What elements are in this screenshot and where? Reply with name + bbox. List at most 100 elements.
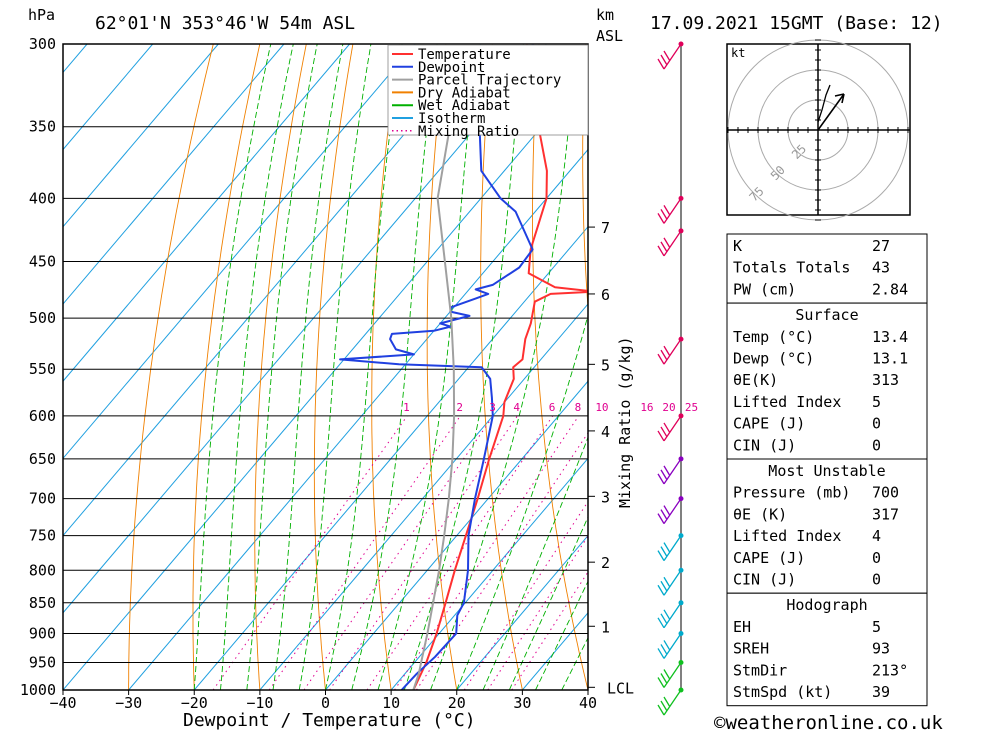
hodograph-table-heading: Hodograph (786, 596, 867, 614)
mixing-ratio-line (511, 571, 588, 690)
isotherm-line (63, 44, 482, 537)
isotherm-line (128, 148, 588, 690)
height-tick-label: 3 (601, 488, 610, 506)
mixing-ratio-label: 20 (662, 401, 675, 414)
height-tick-label: 2 (601, 554, 610, 572)
indices-table-row-label: PW (cm) (733, 280, 796, 298)
temperature-tick-label: −40 (49, 694, 76, 712)
parcel-trajectory-line (412, 61, 463, 690)
unstable-table-row-value: 0 (872, 549, 881, 567)
mixing-ratio-label: 6 (549, 401, 556, 414)
isotherm-line (63, 44, 350, 382)
indices-table-row-label: Totals Totals (733, 259, 850, 277)
isotherm-line (390, 457, 588, 690)
unstable-table-row-value: 317 (872, 505, 899, 523)
wet-adiabat-line (482, 436, 588, 690)
hodograph-table-row-value: 93 (872, 640, 890, 658)
height-axis: 7 6 5 4 3 2 1 LCL (588, 219, 634, 697)
pressure-tick-label: 800 (29, 561, 56, 579)
surface-table-row-value: 13.4 (872, 328, 908, 346)
wet-adiabat-line (351, 44, 438, 690)
height-tick-label: 7 (601, 219, 610, 237)
pressure-tick-label: 350 (29, 118, 56, 136)
hodograph-table-row-value: 213° (872, 661, 908, 679)
temperature-tick-label: 40 (579, 694, 597, 712)
isotherm-line (456, 534, 588, 690)
wind-barb (657, 338, 682, 365)
unstable-table-row-value: 4 (872, 527, 881, 545)
unstable-table-row-label: CAPE (J) (733, 549, 805, 567)
wind-barb (657, 633, 682, 659)
pressure-tick-label: 400 (29, 189, 56, 207)
wind-barb (657, 689, 682, 716)
legend-label: Wet Adiabat (418, 98, 511, 114)
mixing-ratio-axis-title: Mixing Ratio (g/kg) (616, 336, 634, 508)
wet-adiabat-line (246, 44, 318, 690)
surface-table-row-value: 313 (872, 371, 899, 389)
dry-adiabat-line (480, 44, 523, 690)
temperature-tick-label: 30 (513, 694, 531, 712)
plot-frame (62, 43, 589, 691)
wind-barb (657, 535, 682, 562)
legend-label: Parcel Trajectory (418, 73, 561, 89)
surface-table-row-label: Lifted Index (733, 393, 841, 411)
pressure-tick-label: 650 (29, 450, 56, 468)
isotherm-line (63, 44, 219, 228)
legend-label: Isotherm (418, 111, 485, 127)
wind-barb (657, 197, 682, 224)
indices-table-row-value: 2.84 (872, 280, 908, 298)
dry-adiabat-line (582, 44, 588, 314)
wind-barb (657, 458, 682, 485)
unstable-table-heading: Most Unstable (768, 462, 885, 480)
unstable-table-row-label: θE (K) (733, 505, 787, 523)
mixing-ratio-line (394, 415, 580, 690)
hodograph-unit: kt (731, 46, 745, 60)
surface-table-box (726, 302, 928, 460)
pressure-tick-label: 600 (29, 407, 56, 425)
surface-table-row-label: CIN (J) (733, 436, 796, 454)
hodograph-table-row-value: 5 (872, 618, 881, 636)
surface-table-row-value: 0 (872, 415, 881, 433)
wet-adiabat-line (220, 44, 294, 690)
mixing-ratio-label: 4 (513, 401, 520, 414)
mixing-ratio-label: 16 (640, 401, 653, 414)
pressure-tick-label: 900 (29, 624, 56, 642)
wet-adiabat-line (193, 44, 272, 690)
wet-adiabat-line (456, 313, 588, 690)
isotherm-line (259, 303, 588, 690)
surface-table-row-label: CAPE (J) (733, 415, 805, 433)
surface-table-row-label: θE(K) (733, 371, 778, 389)
wind-barb (657, 602, 682, 629)
dry-adiabat-line (254, 44, 307, 690)
wet-adiabat-line (508, 516, 588, 690)
dry-adiabat-line (958, 44, 1000, 690)
unstable-table-box (726, 458, 928, 594)
hodograph-trace (817, 84, 831, 123)
surface-table-row-label: Dewp (°C) (733, 350, 814, 368)
wet-adiabat-line (403, 44, 524, 690)
wind-barb (657, 498, 682, 524)
temperature-tick-label: −10 (246, 694, 273, 712)
wet-adiabat-line (535, 580, 588, 690)
mixing-ratio-label: 2 (456, 401, 463, 414)
hodograph-table-row-label: SREH (733, 640, 769, 658)
pressure-unit-label: hPa (28, 6, 55, 24)
height-tick-label: LCL (607, 679, 634, 697)
pressure-tick-label: 500 (29, 309, 56, 327)
temperature-line (412, 44, 588, 690)
wet-adiabat-line (272, 44, 344, 690)
unstable-table-row-label: Lifted Index (733, 527, 841, 545)
height-tick-label: 5 (601, 356, 610, 374)
mixing-ratio-label: 8 (575, 401, 582, 414)
pressure-tick-label: 700 (29, 490, 56, 508)
dewpoint-line (339, 44, 535, 690)
wind-barbs (657, 41, 684, 716)
wind-barb (657, 43, 682, 70)
pressure-tick-label: 450 (29, 253, 56, 271)
pressure-tick-label: 300 (29, 35, 56, 53)
profile-series (339, 44, 588, 690)
wet-adiabat-line (325, 44, 403, 690)
wet-adiabat-line (298, 44, 372, 690)
